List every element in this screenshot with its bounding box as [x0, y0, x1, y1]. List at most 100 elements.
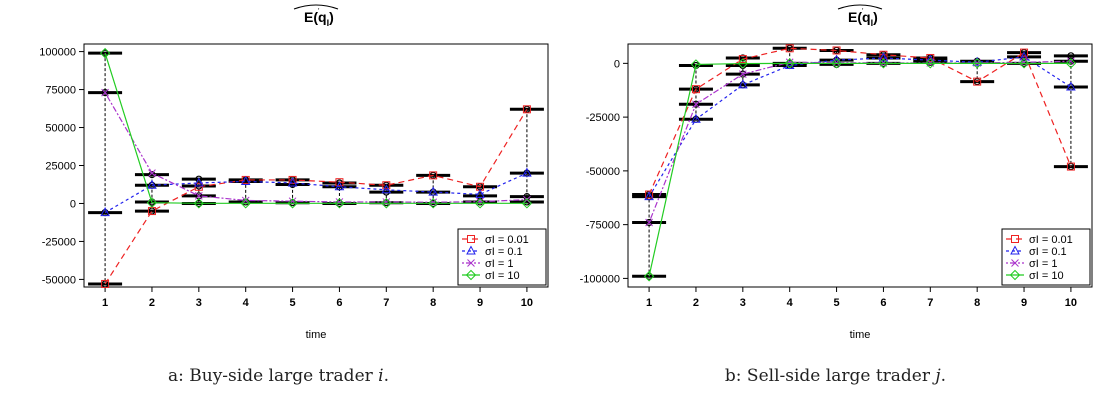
data-point: [643, 271, 655, 282]
outlier-point: [101, 49, 109, 57]
data-point: [831, 58, 842, 69]
x-tick-label: 8: [974, 297, 980, 309]
data-point: [973, 77, 982, 86]
data-point: [523, 195, 531, 204]
chart-title-text: E(qI): [848, 9, 878, 28]
chart-title: E(qI)′: [837, 4, 883, 28]
caption-a-end: .: [383, 366, 390, 386]
series-line: [648, 56, 1072, 197]
data-point: [335, 198, 344, 206]
x-tick-label: 4: [243, 297, 250, 309]
data-point: [381, 198, 392, 209]
data-point: [476, 197, 484, 206]
x-tick-label: 6: [336, 297, 342, 309]
data-point: [382, 181, 391, 190]
caption-a-text: a: Buy-side large trader: [167, 366, 379, 386]
x-tick-label: 1: [102, 297, 108, 309]
outlier-point: [195, 175, 203, 183]
chart-title-hat: [837, 4, 883, 10]
outlier-point: [101, 88, 109, 97]
caption-b-text: b: Sell-side large trader: [724, 366, 936, 386]
x-tick-label: 7: [383, 297, 389, 309]
x-tick-label: 3: [740, 297, 746, 309]
data-point: [1020, 48, 1029, 57]
caption-a-var: i: [378, 366, 384, 386]
data-point: [737, 79, 748, 89]
y-tick-label: 0: [70, 198, 76, 210]
x-tick-label: 10: [1065, 297, 1077, 309]
data-point: [334, 181, 345, 191]
x-tick-label: 9: [477, 297, 483, 309]
y-tick-label: 25000: [45, 161, 76, 173]
data-point: [1065, 58, 1077, 69]
data-point: [785, 58, 794, 67]
data-point: [926, 53, 935, 62]
data-point: [474, 198, 486, 209]
chart-title-close: ): [329, 9, 334, 25]
data-point: [521, 198, 533, 209]
x-tick-label: 7: [927, 297, 933, 309]
data-point: [738, 70, 747, 78]
data-point: [287, 177, 298, 187]
chart-sell-side: E(qI)′ -100000 -75000 -50000 -25000 0 1 2 3 4 5 6 7 8…: [580, 4, 1093, 341]
legend-marker: [1010, 245, 1020, 255]
x-tick-label: 2: [693, 297, 699, 309]
x-tick-label: 8: [430, 297, 436, 309]
x-tick-label: 4: [787, 297, 794, 309]
data-point: [240, 198, 251, 209]
chart-title-text: E(qI): [304, 9, 334, 28]
data-point: [522, 105, 531, 114]
y-tick-label: -50000: [586, 166, 620, 178]
legend-marker: [1009, 269, 1021, 281]
outlier-point: [148, 198, 156, 206]
x-tick-label: 6: [880, 297, 886, 309]
chart-title-hat: [293, 4, 339, 10]
x-axis-label: time: [850, 329, 871, 341]
data-point: [738, 55, 747, 64]
y-tick-label: -50000: [42, 274, 76, 286]
caption-buy-side: a: Buy-side large trader i.: [0, 366, 557, 386]
y-tick-label: 0: [614, 58, 620, 70]
data-point: [1019, 51, 1029, 61]
outlier-point: [288, 199, 297, 207]
series-2: [645, 57, 1075, 227]
legend-label: σI = 1: [1029, 258, 1058, 270]
legend-label: σI = 10: [485, 270, 520, 282]
data-point: [335, 178, 344, 187]
legend-label: σI = 0.01: [1029, 234, 1073, 246]
data-point: [690, 59, 702, 70]
data-point: [925, 58, 936, 69]
y-tick-label: -25000: [586, 112, 620, 124]
series-1: [100, 167, 532, 217]
data-point: [193, 177, 204, 187]
data-point: [287, 198, 298, 209]
legend-box: [457, 228, 547, 286]
data-point: [101, 88, 109, 97]
data-point: [645, 190, 654, 199]
data-point: [737, 58, 749, 69]
caption-b-var: j: [935, 366, 941, 386]
data-point: [288, 175, 297, 184]
data-point: [971, 58, 983, 69]
outlier-point: [739, 70, 747, 78]
x-tick-label: 2: [149, 297, 155, 309]
data-point: [1018, 58, 1030, 69]
data-point: [428, 186, 439, 196]
x-tick-label: 10: [521, 297, 533, 309]
legend-label: σI = 0.01: [485, 234, 529, 246]
series-line: [104, 92, 527, 203]
data-point: [692, 100, 700, 109]
panel-sell-side: E(qI) ′ -100000 -75000 -50000 -25000 0 1 2 3 4 5 6 7 8…: [557, 0, 1114, 413]
legend-label: σI = 1: [485, 258, 514, 270]
chart-buy-side: E(qI)′ -50000 -25000 0 25000 50000 75000 100000…: [39, 4, 549, 341]
x-tick-label: 1: [646, 297, 652, 309]
data-point: [645, 218, 653, 227]
data-point: [785, 44, 794, 53]
x-tick-label: 9: [1021, 297, 1027, 309]
series-line: [648, 47, 1072, 195]
chart-title-prime: ′: [862, 8, 864, 15]
y-tick-label: 50000: [45, 123, 76, 135]
legend-label: σI = 10: [1029, 270, 1064, 282]
x-tick-label: 3: [196, 297, 202, 309]
legend-marker: [467, 259, 475, 267]
